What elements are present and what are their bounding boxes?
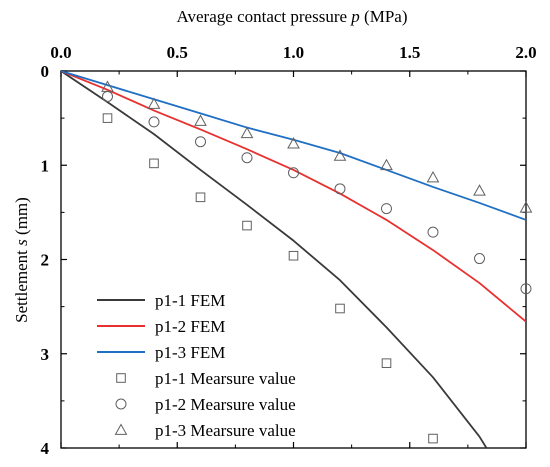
y-tick-label: 1 — [41, 156, 50, 175]
plot-frame — [60, 70, 527, 449]
legend-label: p1-2 FEM — [155, 317, 225, 336]
data-point-square — [195, 192, 206, 203]
data-group — [61, 71, 526, 448]
data-point-triangle — [147, 97, 161, 109]
data-point-triangle — [426, 170, 440, 183]
data-point-circle — [241, 152, 253, 164]
legend-swatch-circle — [115, 398, 127, 410]
x-tick-label: 2.0 — [515, 43, 536, 62]
series-line-1 — [61, 71, 488, 448]
data-point-triangle — [380, 158, 393, 171]
y-tick-label: 2 — [41, 251, 50, 270]
data-point-circle — [474, 253, 485, 265]
data-point-square — [335, 303, 345, 314]
data-point-square — [428, 433, 438, 444]
data-point-square — [149, 158, 159, 169]
data-point-triangle — [194, 114, 207, 126]
data-point-square — [381, 358, 392, 368]
data-point-square — [288, 250, 299, 261]
legend-swatch-square — [116, 373, 126, 383]
x-tick-label: 0.5 — [167, 43, 188, 62]
data-point-triangle — [101, 80, 114, 92]
x-tick-label: 1.5 — [399, 43, 420, 62]
x-axis-title: Average contact pressure p (MPa) — [177, 7, 408, 26]
legend-swatch-triangle — [114, 423, 128, 435]
data-point-triangle — [287, 137, 300, 149]
x-tick-label: 0.0 — [50, 43, 71, 62]
series-line-2 — [61, 71, 526, 323]
x-tick-label: 1.0 — [283, 43, 304, 62]
series-line-3 — [61, 71, 526, 221]
data-point-triangle — [519, 201, 533, 213]
plot-layer: 0.0 0.5 1.0 1.5 2.0 0 1 2 3 4 p1-1 FEM p1-2 FEM p1-3… — [41, 43, 537, 458]
legend-label: p1-3 Mearsure value — [155, 421, 296, 440]
legend: p1-1 FEM p1-2 FEM p1-3 FEM p1-1 Mearsure va… — [97, 291, 296, 440]
legend-label: p1-3 FEM — [155, 343, 225, 362]
data-point-square — [242, 220, 252, 231]
y-axis-title: Settlement s (mm) — [12, 197, 31, 323]
y-tick-label: 3 — [41, 345, 50, 364]
legend-label: p1-1 Mearsure value — [155, 369, 296, 388]
data-point-triangle — [473, 184, 486, 196]
data-point-triangle — [240, 126, 254, 139]
data-point-circle — [381, 203, 392, 215]
data-point-circle — [195, 136, 206, 148]
data-point-circle — [102, 90, 113, 102]
data-point-triangle — [333, 149, 347, 161]
data-point-circle — [148, 116, 160, 128]
legend-label: p1-2 Mearsure value — [155, 395, 296, 414]
legend-label: p1-1 FEM — [155, 291, 225, 310]
data-point-circle — [520, 283, 532, 295]
data-point-circle — [334, 183, 346, 195]
data-point-square — [102, 113, 113, 123]
data-point-circle — [288, 167, 299, 179]
y-tick-label: 4 — [41, 439, 50, 458]
data-point-circle — [427, 226, 439, 238]
y-tick-label: 0 — [41, 62, 50, 81]
